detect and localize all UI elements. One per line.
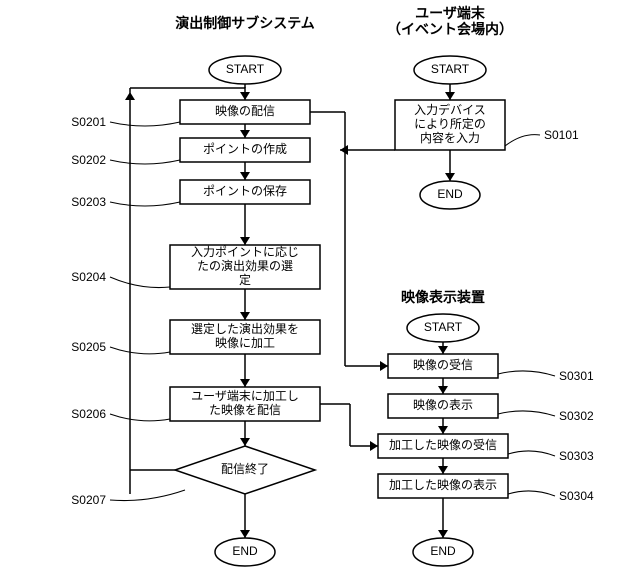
step-label: S0207 [71, 493, 106, 507]
decision-text: 配信終了 [221, 461, 269, 476]
box-text: たの演出効果の選 [197, 258, 293, 273]
box-text: 映像の表示 [413, 398, 473, 412]
box-text: 選定した演出効果を [191, 321, 299, 336]
step-label: S0206 [71, 407, 106, 421]
box-text: 入力ポイントに応じ [191, 245, 299, 259]
step-label: S0303 [559, 449, 594, 463]
left-title: 演出制御サブシステム [175, 15, 315, 31]
terminal-text: START [424, 320, 463, 334]
box-text: 加工した映像の表示 [389, 478, 497, 492]
box-text: 入力デバイス [414, 102, 486, 117]
box-text: により所定の [414, 116, 486, 131]
box-text: 映像の受信 [413, 358, 473, 372]
step-label: S0203 [71, 195, 106, 209]
box-text: 内容を入力 [420, 130, 480, 145]
box-text: ポイントの保存 [203, 184, 287, 198]
terminal-text: START [226, 62, 265, 76]
box-text: た映像を配信 [209, 403, 281, 417]
box-text: ユーザ端末に加工し [191, 389, 299, 403]
box-text: 加工した映像の受信 [389, 438, 497, 452]
display-title: 映像表示装置 [401, 289, 485, 305]
step-label: S0205 [71, 340, 106, 354]
user-title: （イベント会場内） [387, 21, 513, 37]
step-label: S0304 [559, 489, 594, 503]
box-text: 映像の配信 [215, 104, 275, 118]
terminal-text: START [431, 62, 470, 76]
step-label: S0201 [71, 115, 106, 129]
user-title: ユーザ端末 [415, 5, 486, 21]
step-label: S0101 [544, 128, 579, 142]
box-text: ポイントの作成 [203, 142, 287, 156]
box-text: 定 [239, 272, 251, 287]
terminal-text: END [232, 544, 258, 558]
step-label: S0301 [559, 369, 594, 383]
step-label: S0302 [559, 409, 594, 423]
terminal-text: END [430, 544, 456, 558]
box-text: 映像に加工 [215, 336, 275, 350]
step-label: S0204 [71, 270, 106, 284]
step-label: S0202 [71, 153, 106, 167]
terminal-text: END [437, 187, 463, 201]
